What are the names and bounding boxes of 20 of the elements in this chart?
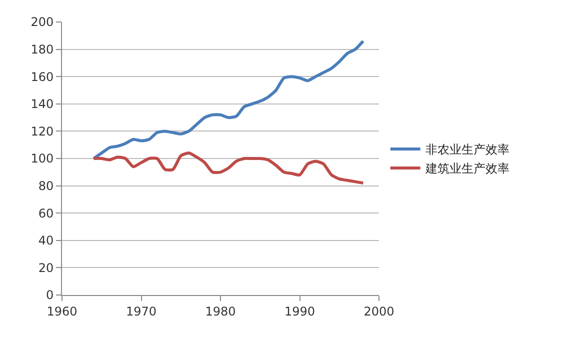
y-tick-label: 100 [30, 152, 54, 166]
x-tick-label: 1990 [284, 304, 316, 318]
y-tick-label: 0 [46, 288, 54, 302]
y-tick-label: 200 [30, 15, 54, 30]
y-tick-label: 120 [30, 124, 54, 138]
y-tick-label: 60 [38, 206, 54, 220]
x-tick-label: 2000 [364, 304, 394, 318]
line-series [92, 152, 365, 185]
y-tick-label: 140 [30, 97, 54, 112]
x-tick-label: 1970 [126, 304, 157, 318]
y-tick-label: 20 [38, 260, 54, 275]
x-tick-label: 1980 [205, 304, 236, 318]
y-tick-label: 160 [30, 70, 54, 84]
x-tick-label: 1960 [46, 304, 78, 318]
y-tick-label: 180 [30, 42, 54, 56]
y-tick-label: 80 [38, 179, 54, 193]
line-series [92, 40, 365, 160]
legend-label: 建筑业生产效率 [424, 162, 510, 176]
y-tick-label: 40 [38, 234, 54, 248]
legend-label: 非农业生产效率 [425, 142, 510, 157]
